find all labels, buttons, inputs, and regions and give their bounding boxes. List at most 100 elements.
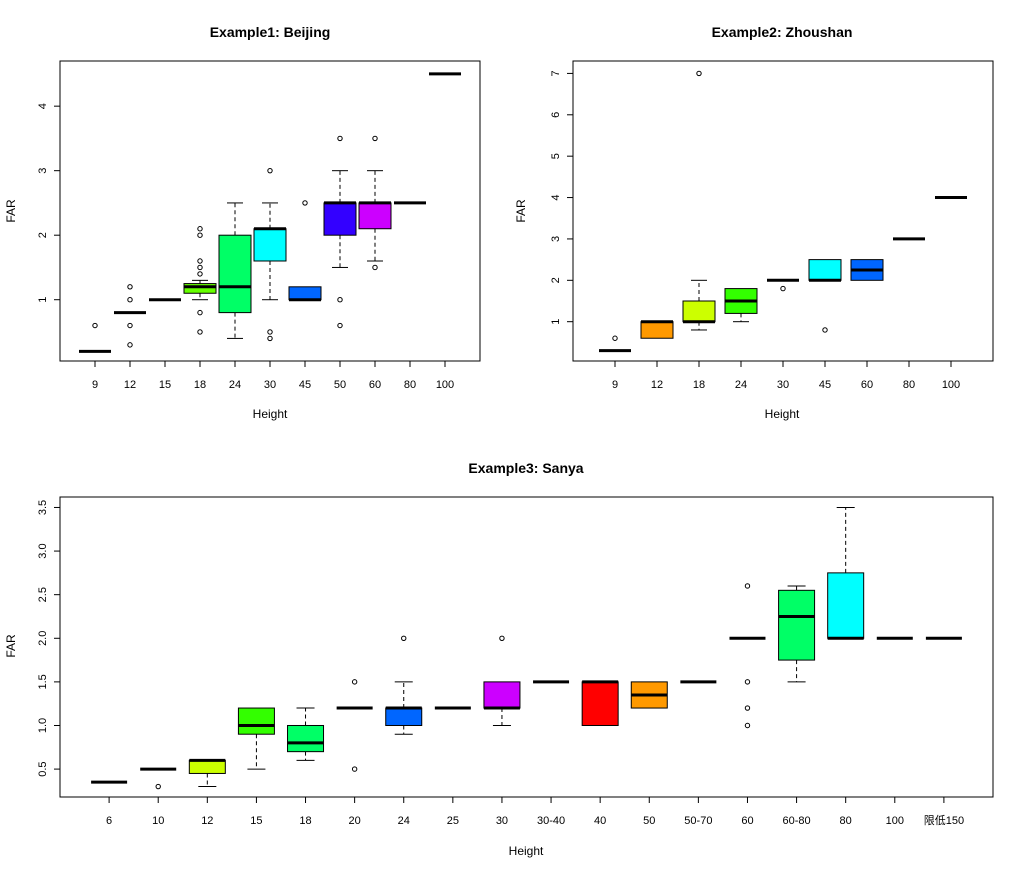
- chart-title: Example1: Beijing: [210, 24, 331, 40]
- chart-sanya: Example3: Sanya Height FAR 0.5 1.0 1.5 2.0 2…: [4, 460, 994, 858]
- x-tick-label: 30: [777, 379, 789, 391]
- box-outlier: [267, 329, 273, 335]
- x-tick-label: 20: [349, 815, 361, 827]
- box-body: [253, 228, 287, 262]
- x-tick-label: 40: [594, 815, 606, 827]
- y-tick-label: 2: [550, 277, 562, 283]
- x-tick-label: 24: [398, 815, 410, 827]
- y-tick-label: 0.5: [37, 761, 49, 776]
- box-body: [682, 300, 716, 323]
- x-tick-label: 24: [735, 379, 747, 391]
- y-tick-label: 3: [37, 168, 49, 174]
- x-tick-label: 18: [693, 379, 705, 391]
- box-body: [188, 759, 226, 774]
- y-tick-label: 1.5: [37, 674, 49, 689]
- y-tick-label: 5: [550, 153, 562, 159]
- box-outlier: [337, 135, 343, 142]
- x-tick-label: 100: [436, 379, 454, 391]
- x-tick-label: 15: [250, 815, 262, 827]
- y-tick-label: 1.0: [37, 718, 49, 733]
- box-outlier: [744, 722, 751, 729]
- box-outlier: [92, 322, 98, 329]
- box-outlier: [744, 679, 751, 685]
- box-outlier: [267, 335, 273, 342]
- box-body: [287, 724, 325, 753]
- x-axis-label: Height: [253, 407, 288, 421]
- x-tick-label: 60: [861, 379, 873, 391]
- box-body: [323, 202, 357, 236]
- x-tick-label: 45: [819, 379, 831, 391]
- box-outlier: [127, 284, 133, 290]
- y-tick-label: 2.0: [37, 631, 49, 646]
- y-tick-label: 6: [550, 112, 562, 118]
- box-outlier: [372, 135, 378, 142]
- box-body: [778, 589, 816, 661]
- x-tick-label: 30: [496, 815, 508, 827]
- x-tick-label: 12: [201, 815, 213, 827]
- box-outlier: [302, 200, 308, 206]
- x-tick-label: 100: [886, 815, 904, 827]
- x-tick-label: 80: [840, 815, 852, 827]
- box-outlier: [401, 635, 407, 641]
- box-outlier: [197, 258, 203, 264]
- x-tick-label: 50-70: [684, 815, 712, 827]
- x-tick-label: 100: [942, 379, 960, 391]
- box-outlier: [127, 297, 133, 303]
- y-tick-label: 4: [37, 103, 49, 109]
- box-outlier: [499, 635, 505, 641]
- x-tick-label: 30-40: [537, 815, 565, 827]
- x-axis-label: Height: [765, 407, 800, 421]
- y-tick-label: 2.5: [37, 587, 49, 602]
- x-tick-label: 24: [229, 379, 241, 391]
- y-tick-label: 3.0: [37, 543, 49, 558]
- box-outlier: [267, 167, 273, 174]
- box-body: [581, 681, 619, 726]
- chart-title: Example2: Zhoushan: [712, 24, 853, 40]
- box-outlier: [127, 322, 133, 329]
- x-axis-label: Height: [509, 844, 544, 858]
- box-outlier: [197, 329, 203, 335]
- x-tick-label: 18: [299, 815, 311, 827]
- box-outlier: [372, 264, 378, 271]
- box-outlier: [696, 70, 702, 77]
- box-outlier: [822, 327, 828, 333]
- x-tick-label: 50: [334, 379, 346, 391]
- x-tick-label: 50: [643, 815, 655, 827]
- x-tick-label: 60-80: [783, 815, 811, 827]
- box-body: [183, 283, 217, 294]
- box-outlier: [155, 783, 161, 790]
- box-outlier: [351, 679, 358, 685]
- box-body: [385, 707, 423, 726]
- box-body: [358, 202, 392, 230]
- x-tick-label: 60: [741, 815, 753, 827]
- x-tick-label: 9: [92, 379, 98, 391]
- x-tick-label: 10: [152, 815, 164, 827]
- box-outlier: [197, 271, 203, 277]
- plot-frame: [59, 496, 994, 798]
- x-tick-label: 限低150: [924, 814, 964, 827]
- box-body: [288, 286, 322, 301]
- y-tick-label: 3.5: [37, 500, 49, 515]
- x-tick-label: 30: [264, 379, 276, 391]
- box-outlier: [337, 297, 343, 303]
- box-outlier: [780, 285, 786, 292]
- box-body: [827, 572, 865, 639]
- y-tick-label: 4: [550, 194, 562, 200]
- y-axis-label: FAR: [4, 634, 18, 658]
- x-tick-label: 18: [194, 379, 206, 391]
- box-outlier: [197, 264, 203, 271]
- box-outlier: [337, 322, 343, 329]
- x-tick-label: 12: [124, 379, 136, 391]
- box-body: [640, 321, 674, 339]
- x-tick-label: 25: [447, 815, 459, 827]
- x-tick-label: 15: [159, 379, 171, 391]
- y-tick-label: 2: [37, 232, 49, 238]
- box-outlier: [197, 226, 203, 232]
- box-body: [218, 234, 252, 314]
- box-body: [483, 681, 521, 709]
- y-axis-label: FAR: [514, 199, 528, 223]
- x-tick-label: 80: [903, 379, 915, 391]
